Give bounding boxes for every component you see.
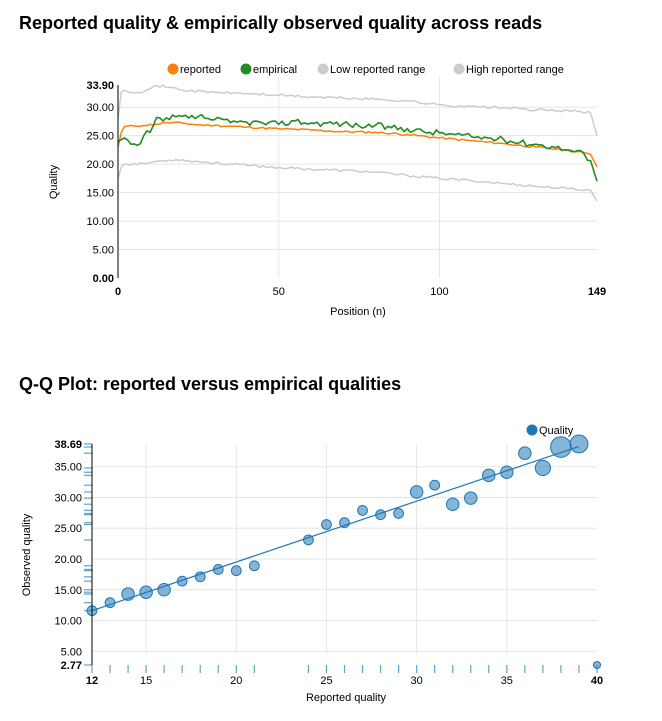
qq-x-axis-title: Reported quality xyxy=(306,692,387,704)
qq-point[interactable] xyxy=(518,446,532,460)
qq-y-tick-label: 5.00 xyxy=(61,646,82,658)
y-tick-label: 30.00 xyxy=(86,102,114,114)
x-tick-label: 149 xyxy=(588,286,606,298)
legend-dot-icon xyxy=(317,63,329,75)
legend-label: High reported range xyxy=(466,64,564,76)
qq-y-tick-label: 2.77 xyxy=(61,660,82,672)
y-tick-label: 5.00 xyxy=(93,245,114,257)
qq-point[interactable] xyxy=(550,436,572,458)
legend-label: empirical xyxy=(253,64,297,76)
qq-point[interactable] xyxy=(482,468,496,483)
y-tick-label: 20.00 xyxy=(86,159,114,171)
qq-y-tick-label: 25.00 xyxy=(54,523,82,535)
qq-point[interactable] xyxy=(569,434,589,454)
qq-x-tick-label: 30 xyxy=(411,675,423,687)
legend-dot-icon xyxy=(240,63,252,75)
qq-point[interactable] xyxy=(445,497,460,511)
qq-point[interactable] xyxy=(592,660,602,670)
x-tick-label: 0 xyxy=(115,286,121,298)
y-tick-label: 15.00 xyxy=(86,188,114,200)
qq-point[interactable] xyxy=(429,479,441,491)
qq-point[interactable] xyxy=(339,517,350,529)
qq-x-tick-label: 40 xyxy=(591,675,603,687)
qq-y-axis-title: Observed quality xyxy=(21,513,33,596)
qq-point[interactable] xyxy=(230,565,242,577)
legend-label: reported xyxy=(180,64,221,76)
qq-y-tick-label: 10.00 xyxy=(54,616,82,628)
qq-point[interactable] xyxy=(194,571,206,583)
y-tick-label: 10.00 xyxy=(86,216,114,228)
quality-line-chart: 0.00 5.00 10.00 15.00 20.00 25.00 30.00 33.90 0 5… xyxy=(48,63,606,318)
qq-point[interactable] xyxy=(157,583,171,597)
qq-point[interactable] xyxy=(409,485,424,499)
x-axis-title: Position (n) xyxy=(330,306,386,318)
qq-x-tick-label: 20 xyxy=(230,675,242,687)
x-tick-label: 50 xyxy=(273,286,285,298)
qq-point[interactable] xyxy=(303,534,314,546)
qq-point[interactable] xyxy=(248,560,260,572)
chart-title-qq-plot: Q-Q Plot: reported versus empirical qual… xyxy=(19,374,402,394)
series-line-high-reported-range xyxy=(117,84,598,136)
legend-dot-icon xyxy=(526,424,538,436)
qq-point[interactable] xyxy=(176,575,188,587)
y-tick-label: 33.90 xyxy=(86,80,114,92)
qq-point[interactable] xyxy=(534,459,551,477)
qq-x-tick-label: 35 xyxy=(501,675,513,687)
qq-y-tick-label: 20.00 xyxy=(54,554,82,566)
qq-x-tick-label: 25 xyxy=(320,675,332,687)
qq-point[interactable] xyxy=(86,605,98,617)
legend-item-quality[interactable]: Quality xyxy=(526,424,574,438)
series-line-low-reported-range xyxy=(117,158,598,202)
qq-y-tick-label: 15.00 xyxy=(54,585,82,597)
legend-item-high-reported-range[interactable]: High reported range xyxy=(453,63,564,77)
qq-point[interactable] xyxy=(139,585,153,599)
qq-point[interactable] xyxy=(500,465,514,479)
qq-point[interactable] xyxy=(321,519,332,530)
qq-point[interactable] xyxy=(393,508,405,519)
y-axis-title: Quality xyxy=(48,164,60,199)
legend-dot-icon xyxy=(453,63,465,75)
qq-point[interactable] xyxy=(357,504,368,516)
x-tick-label: 100 xyxy=(430,286,448,298)
series-line-reported xyxy=(117,121,598,168)
qq-x-tick-label: 12 xyxy=(86,675,98,687)
qq-y-tick-label: 30.00 xyxy=(54,492,82,504)
legend-item-reported[interactable]: reported xyxy=(167,63,221,77)
legend-label: Low reported range xyxy=(330,64,425,76)
qq-x-tick-label: 15 xyxy=(140,675,152,687)
qq-point[interactable] xyxy=(375,509,386,521)
legend-item-low-reported-range[interactable]: Low reported range xyxy=(317,63,426,77)
legend-dot-icon xyxy=(167,63,179,75)
series-line-empirical xyxy=(117,113,598,182)
qq-point[interactable] xyxy=(212,564,224,575)
qq-point[interactable] xyxy=(464,491,478,505)
qq-y-tick-label: 35.00 xyxy=(54,462,82,474)
y-tick-label: 25.00 xyxy=(86,131,114,143)
qq-point[interactable] xyxy=(121,587,135,601)
legend-item-empirical[interactable]: empirical xyxy=(240,63,298,77)
y-tick-label: 0.00 xyxy=(93,273,114,285)
qq-y-tick-label: 38.69 xyxy=(54,439,82,451)
qq-reference-line xyxy=(91,445,580,612)
qq-point[interactable] xyxy=(104,597,116,609)
chart-title-quality-across-reads: Reported quality & empirically observed … xyxy=(19,13,543,33)
legend-label: Quality xyxy=(539,425,574,437)
